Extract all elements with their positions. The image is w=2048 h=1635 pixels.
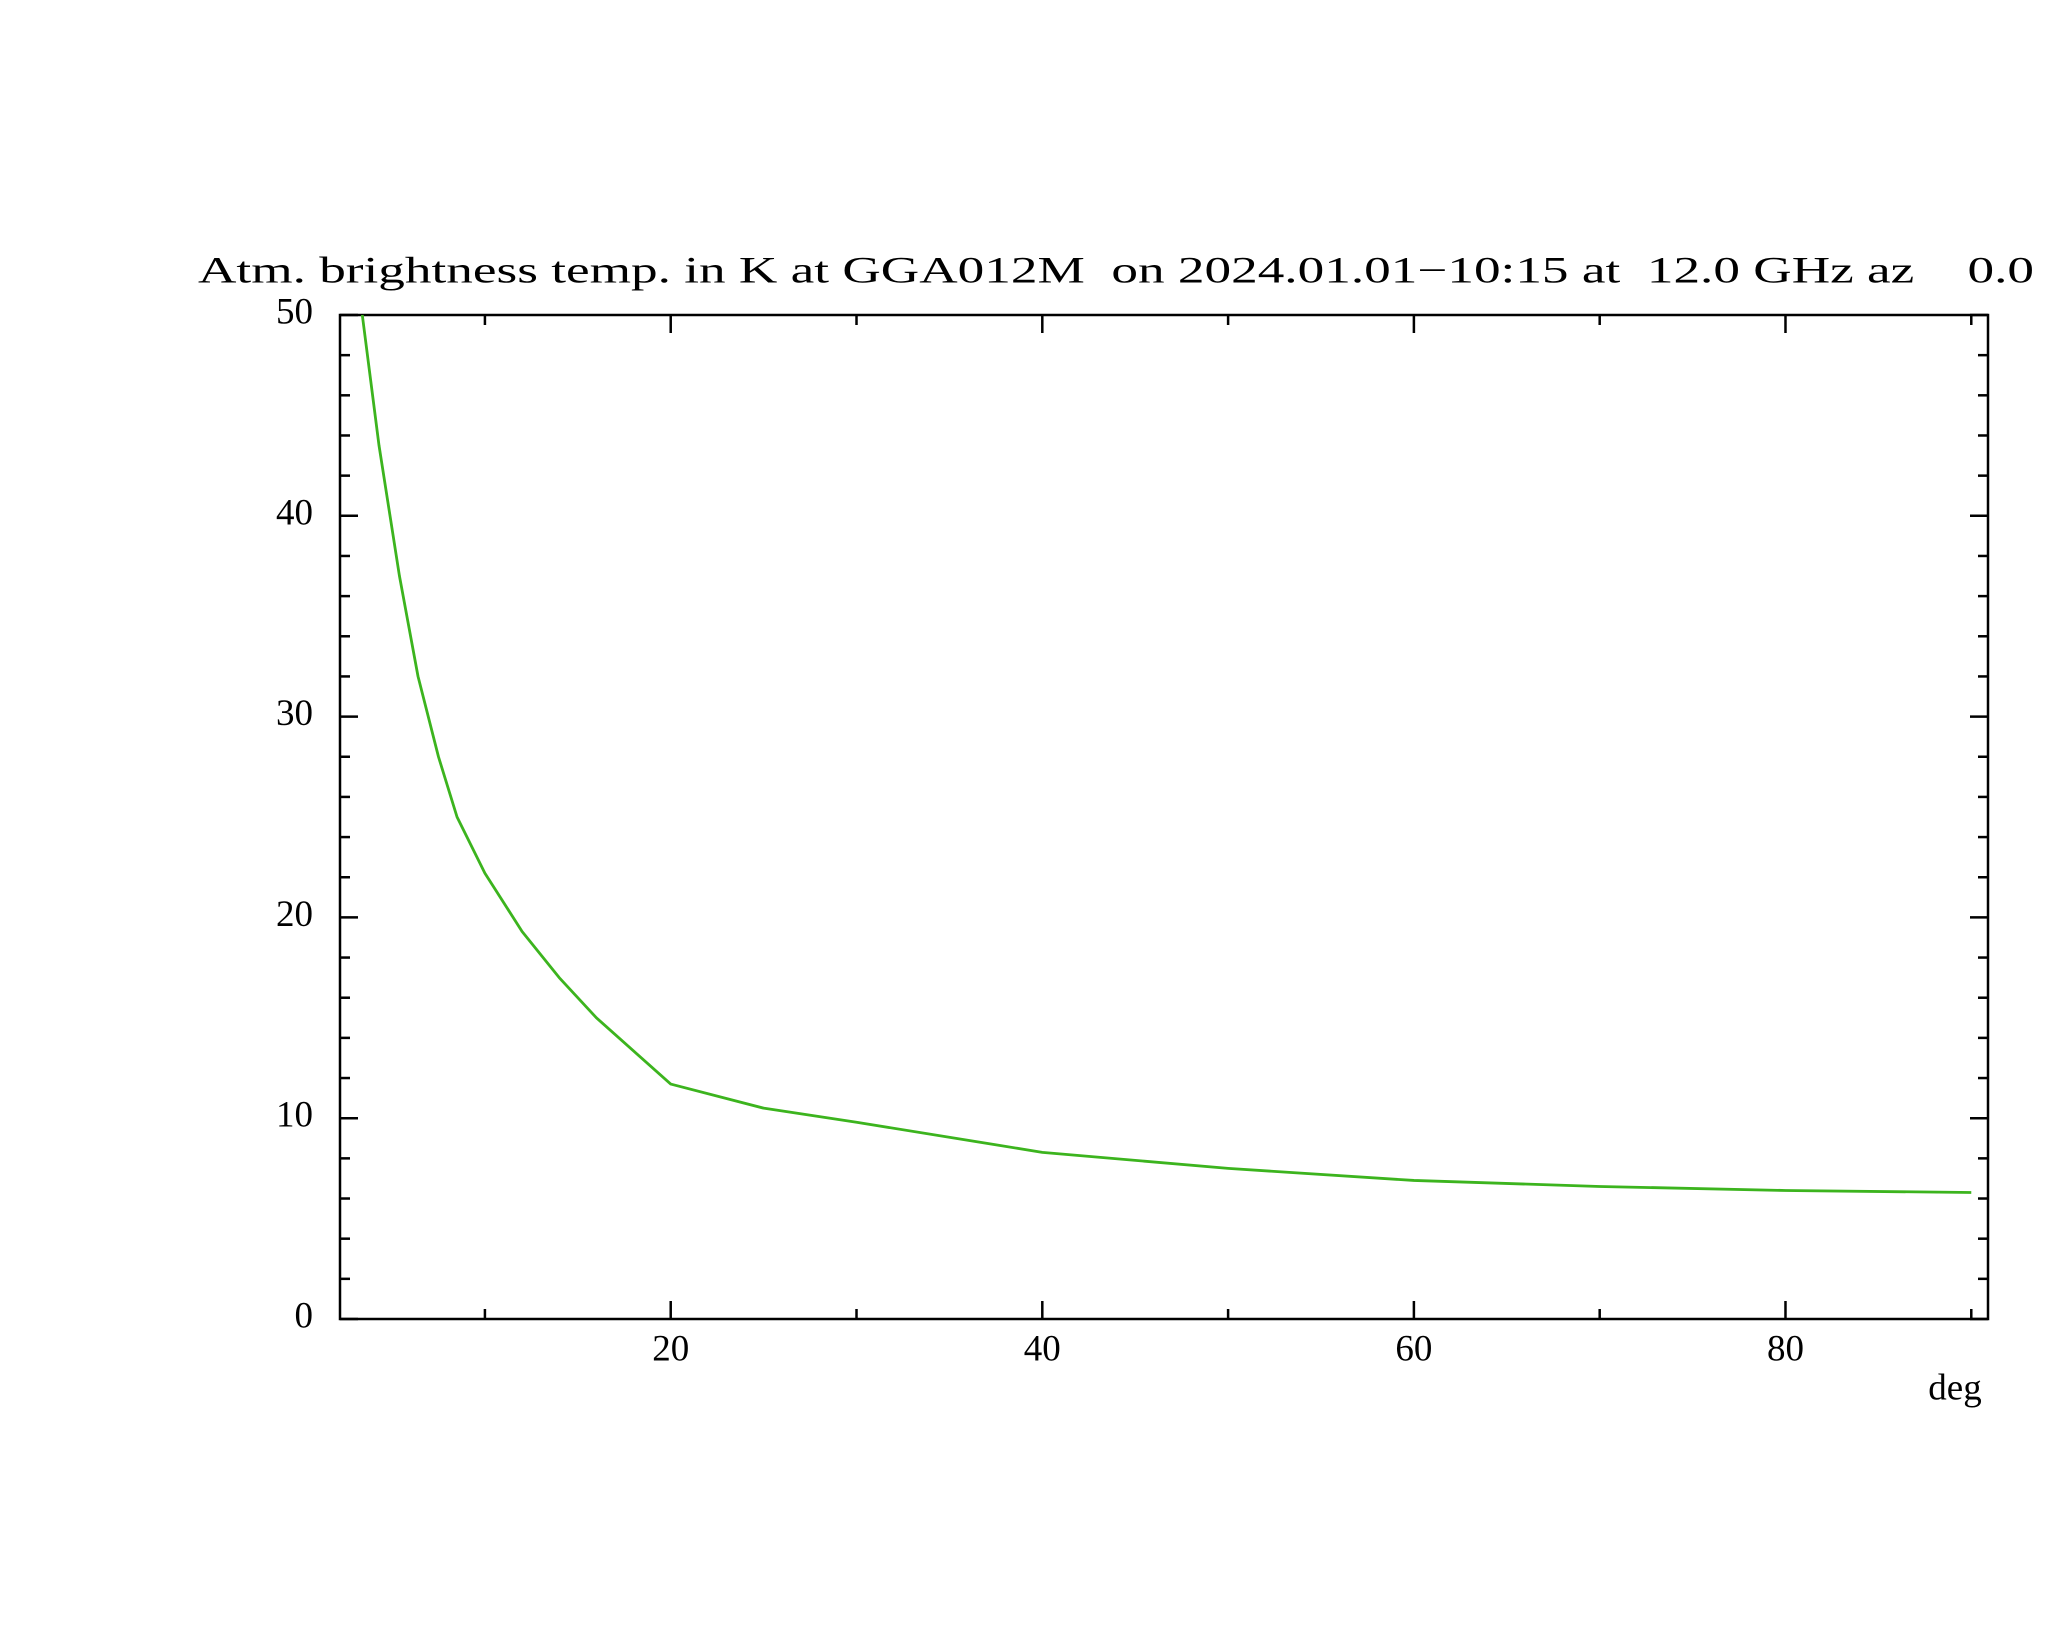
x-tick-label: 40 [1024, 1328, 1061, 1369]
plot-frame [338, 313, 1990, 1321]
x-tick-label: 20 [652, 1328, 689, 1369]
x-tick-label: 60 [1395, 1328, 1432, 1369]
y-tick-label: 50 [276, 291, 313, 332]
y-tick-label: 10 [276, 1095, 313, 1136]
y-tick-label: 0 [295, 1295, 314, 1336]
x-axis-label: deg [1928, 1367, 1981, 1408]
y-tick-label: 20 [276, 894, 313, 935]
y-tick-label: 40 [276, 492, 313, 533]
chart-title: Atm. brightness temp. in K at GGA012M on… [198, 250, 2034, 291]
data-line [360, 314, 1972, 1194]
y-tick-label: 30 [276, 693, 313, 734]
x-tick-label: 80 [1767, 1328, 1804, 1369]
